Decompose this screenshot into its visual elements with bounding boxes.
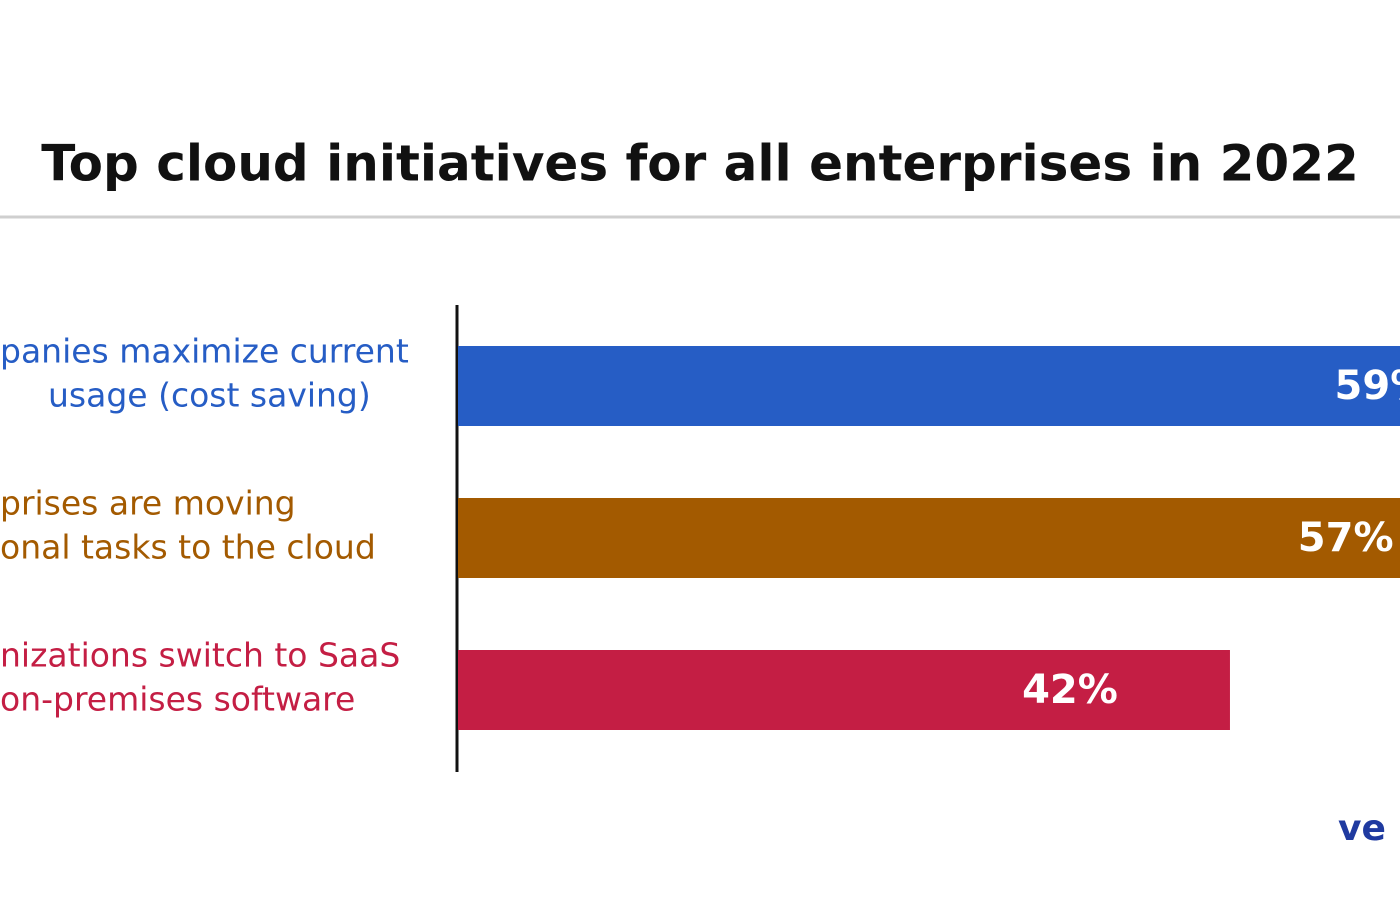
- logo: ve: [1338, 808, 1386, 849]
- value-label: 59%: [1335, 363, 1400, 409]
- category-label: prises are moving: [0, 484, 296, 523]
- bar: [458, 498, 1400, 578]
- bar: [458, 650, 1230, 730]
- bar: [458, 346, 1400, 426]
- category-label: nizations switch to SaaS: [0, 636, 400, 675]
- chart-title: Top cloud initiatives for all enterprise…: [41, 135, 1359, 193]
- value-label: 57%: [1298, 515, 1394, 561]
- category-label: panies maximize current: [0, 332, 409, 371]
- category-label: onal tasks to the cloud: [0, 528, 376, 567]
- value-label: 42%: [1022, 667, 1118, 713]
- category-label: on-premises software: [0, 680, 355, 719]
- category-label: usage (cost saving): [48, 376, 371, 415]
